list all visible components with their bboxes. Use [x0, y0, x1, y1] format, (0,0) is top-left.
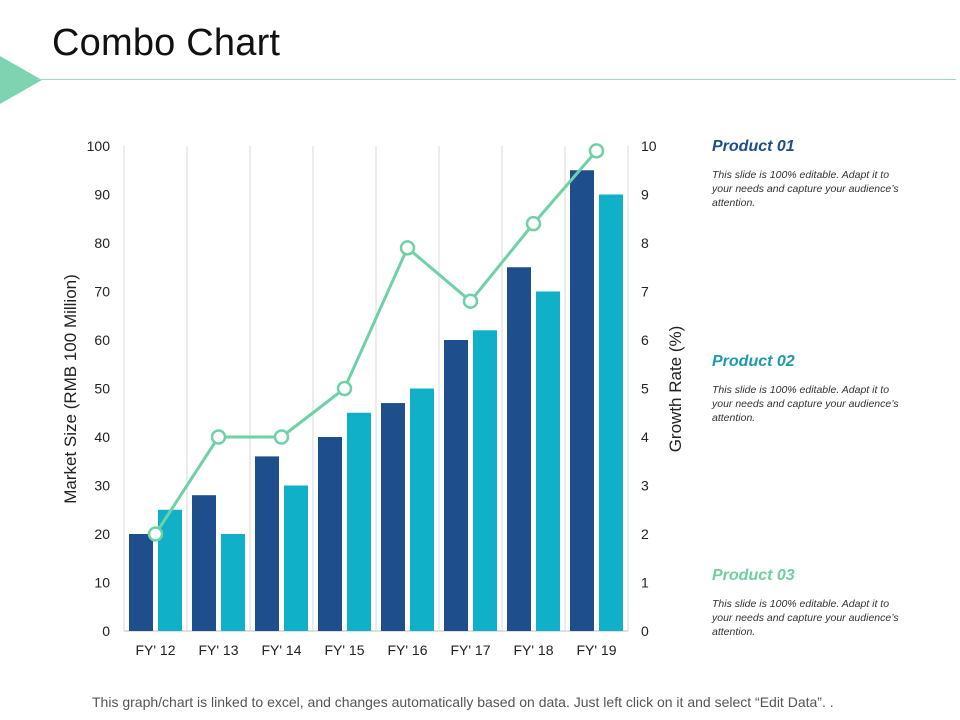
- footer-note: This graph/chart is linked to excel, and…: [92, 694, 834, 710]
- product-01-text: This slide is 100% editable. Adapt it to…: [712, 169, 899, 209]
- product-03-title: Product 03: [712, 567, 795, 584]
- growth-point: [210, 429, 227, 445]
- x-tick-label: FY' 15: [324, 642, 364, 658]
- growth-point: [273, 429, 290, 445]
- bar-2: [410, 388, 434, 631]
- x-tick-label: FY' 16: [387, 642, 427, 658]
- bar-1: [507, 267, 531, 631]
- x-tick-label: FY' 17: [450, 642, 490, 658]
- y2-tick-label: 4: [641, 429, 649, 445]
- y-tick-label: 10: [94, 575, 110, 591]
- bar-2: [473, 330, 497, 631]
- x-tick-label: FY' 13: [198, 642, 238, 658]
- y2-tick-label: 7: [641, 284, 649, 300]
- y-tick-label: 0: [102, 623, 110, 639]
- bar-2: [536, 291, 560, 631]
- growth-point: [336, 380, 353, 397]
- growth-point: [462, 293, 479, 309]
- x-tick-label: FY' 12: [135, 642, 175, 658]
- y2-axis-title: Growth Rate (%): [666, 326, 685, 453]
- product-02-title: Product 02: [712, 353, 795, 370]
- y2-tick-label: 8: [641, 235, 649, 251]
- y-axis-title: Market Size (RMB 100 Million): [61, 274, 80, 504]
- y2-tick-label: 6: [641, 332, 649, 348]
- bar-2: [158, 509, 182, 631]
- y-tick-label: 100: [87, 138, 111, 154]
- y2-tick-label: 2: [641, 526, 649, 542]
- y-tick-label: 80: [94, 235, 110, 251]
- y-tick-label: 30: [94, 478, 110, 494]
- y2-tick-label: 3: [641, 478, 649, 494]
- bar-1: [129, 534, 153, 631]
- bar-1: [318, 437, 342, 631]
- y-tick-label: 20: [94, 526, 110, 542]
- bar-2: [221, 534, 245, 631]
- y-tick-label: 60: [94, 332, 110, 348]
- product-02-description: Product 02 This slide is 100% editable. …: [712, 353, 912, 425]
- product-01-description: Product 01 This slide is 100% editable. …: [712, 138, 912, 210]
- page-title: Combo Chart: [52, 22, 281, 64]
- bar-2: [347, 412, 371, 631]
- growth-line: [154, 149, 598, 535]
- y2-tick-label: 0: [641, 623, 649, 639]
- bar-1: [570, 170, 594, 631]
- product-01-title: Product 01: [712, 138, 795, 155]
- growth-point: [147, 526, 164, 542]
- product-03-description: Product 03 This slide is 100% editable. …: [712, 567, 912, 639]
- y2-tick-label: 9: [641, 187, 649, 203]
- bar-1: [381, 403, 405, 631]
- y2-tick-label: 1: [641, 575, 649, 591]
- y2-tick-label: 10: [641, 138, 657, 154]
- x-tick-label: FY' 19: [576, 642, 616, 658]
- bar-2: [284, 485, 308, 631]
- title-accent-triangle: [0, 56, 42, 104]
- bar-1: [255, 456, 279, 631]
- y-tick-label: 50: [94, 381, 110, 397]
- bar-1: [192, 495, 216, 631]
- y-tick-label: 70: [94, 284, 110, 300]
- y-tick-label: 90: [94, 187, 110, 203]
- x-tick-label: FY' 18: [513, 642, 553, 658]
- product-03-text: This slide is 100% editable. Adapt it to…: [712, 598, 899, 638]
- y2-tick-label: 5: [641, 381, 649, 397]
- y-tick-label: 40: [94, 429, 110, 445]
- growth-point: [399, 240, 416, 256]
- title-divider: [36, 79, 956, 80]
- product-02-text: This slide is 100% editable. Adapt it to…: [712, 384, 899, 424]
- bar-1: [444, 340, 468, 631]
- growth-point: [525, 215, 542, 232]
- x-tick-label: FY' 14: [261, 642, 301, 658]
- bar-2: [599, 194, 623, 631]
- growth-point: [588, 143, 605, 159]
